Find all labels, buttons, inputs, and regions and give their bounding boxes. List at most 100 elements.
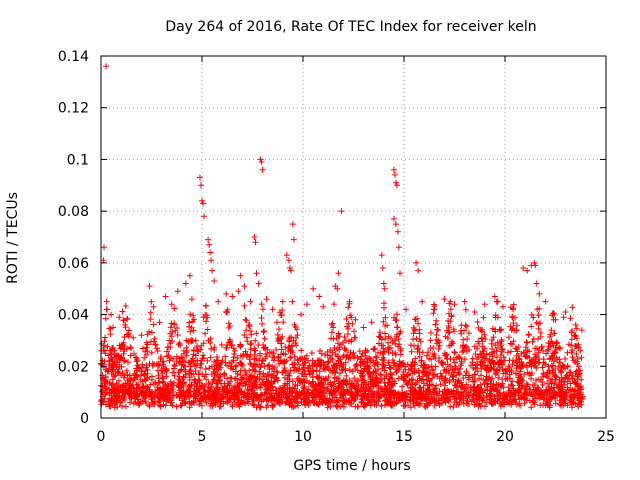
data-point [114, 397, 121, 404]
data-point [474, 319, 481, 325]
data-point [181, 391, 188, 398]
data-point [433, 340, 440, 347]
data-point [271, 364, 278, 371]
data-point [230, 394, 237, 401]
data-point [135, 364, 142, 371]
data-point [474, 368, 481, 375]
data-point [499, 376, 506, 383]
data-point [301, 368, 308, 375]
data-point [509, 314, 516, 321]
data-point [130, 390, 137, 397]
data-point [359, 373, 366, 379]
data-point [169, 386, 176, 393]
data-point [203, 318, 209, 325]
data-point [207, 335, 214, 342]
data-point [279, 298, 286, 305]
data-point [384, 388, 391, 395]
data-point [371, 401, 378, 408]
data-point [511, 396, 518, 403]
data-point [377, 349, 384, 356]
data-point [259, 306, 266, 313]
data-point [486, 390, 493, 397]
data-point [224, 399, 231, 406]
data-point [458, 322, 465, 329]
data-point [549, 363, 556, 369]
data-point [468, 398, 475, 405]
data-point [252, 239, 259, 246]
data-point [394, 331, 400, 338]
data-point [378, 376, 385, 383]
data-point [160, 401, 167, 408]
data-point [227, 338, 234, 345]
data-point [312, 381, 319, 388]
data-point [120, 383, 127, 390]
data-point [303, 398, 309, 405]
data-point [449, 338, 455, 345]
data-point [204, 326, 211, 333]
data-point [165, 352, 172, 359]
data-point [535, 359, 542, 366]
data-point [274, 392, 281, 398]
data-point [260, 370, 267, 377]
data-point [376, 333, 383, 340]
data-point [497, 389, 503, 396]
data-point [252, 337, 259, 344]
data-point [411, 395, 418, 401]
data-point [284, 380, 291, 387]
data-point [402, 393, 409, 400]
data-point [292, 395, 299, 402]
data-point [417, 396, 424, 403]
data-point [303, 352, 310, 359]
data-point [555, 363, 562, 370]
data-point [217, 398, 224, 405]
data-point [272, 386, 279, 393]
data-point [400, 369, 407, 375]
data-point [273, 368, 280, 375]
data-point [139, 385, 146, 392]
data-point [269, 306, 276, 313]
data-point [477, 381, 484, 388]
data-point [497, 396, 503, 403]
data-point [222, 359, 229, 366]
data-point [349, 368, 356, 375]
data-point [367, 399, 374, 406]
data-point [237, 342, 244, 349]
data-point [455, 401, 462, 408]
data-point [335, 270, 342, 277]
data-point [499, 346, 505, 353]
data-point [481, 403, 488, 410]
data-point [269, 402, 276, 409]
data-point [441, 377, 448, 384]
data-point [313, 367, 320, 374]
data-point [380, 318, 387, 325]
data-point [179, 354, 186, 361]
data-point [523, 380, 530, 387]
data-point [113, 387, 120, 394]
data-point [524, 267, 531, 274]
data-point [108, 347, 114, 354]
data-point [247, 298, 254, 305]
data-point [278, 394, 285, 401]
data-point [264, 380, 271, 387]
data-point [196, 379, 203, 386]
data-point [180, 380, 187, 386]
data-point [208, 345, 215, 352]
data-point [157, 354, 164, 360]
data-point [335, 375, 342, 382]
data-point [448, 388, 455, 395]
data-point [480, 314, 487, 321]
data-point [201, 213, 207, 220]
data-point [210, 399, 217, 406]
data-point [420, 376, 426, 383]
data-point [171, 362, 178, 368]
data-point [544, 370, 551, 377]
data-point [532, 392, 539, 398]
data-point [101, 338, 108, 345]
data-point [390, 166, 397, 173]
data-point [102, 373, 109, 380]
data-point [310, 285, 317, 292]
data-point [570, 357, 577, 364]
data-point [486, 356, 493, 363]
data-point [283, 395, 290, 402]
data-point [395, 244, 402, 251]
